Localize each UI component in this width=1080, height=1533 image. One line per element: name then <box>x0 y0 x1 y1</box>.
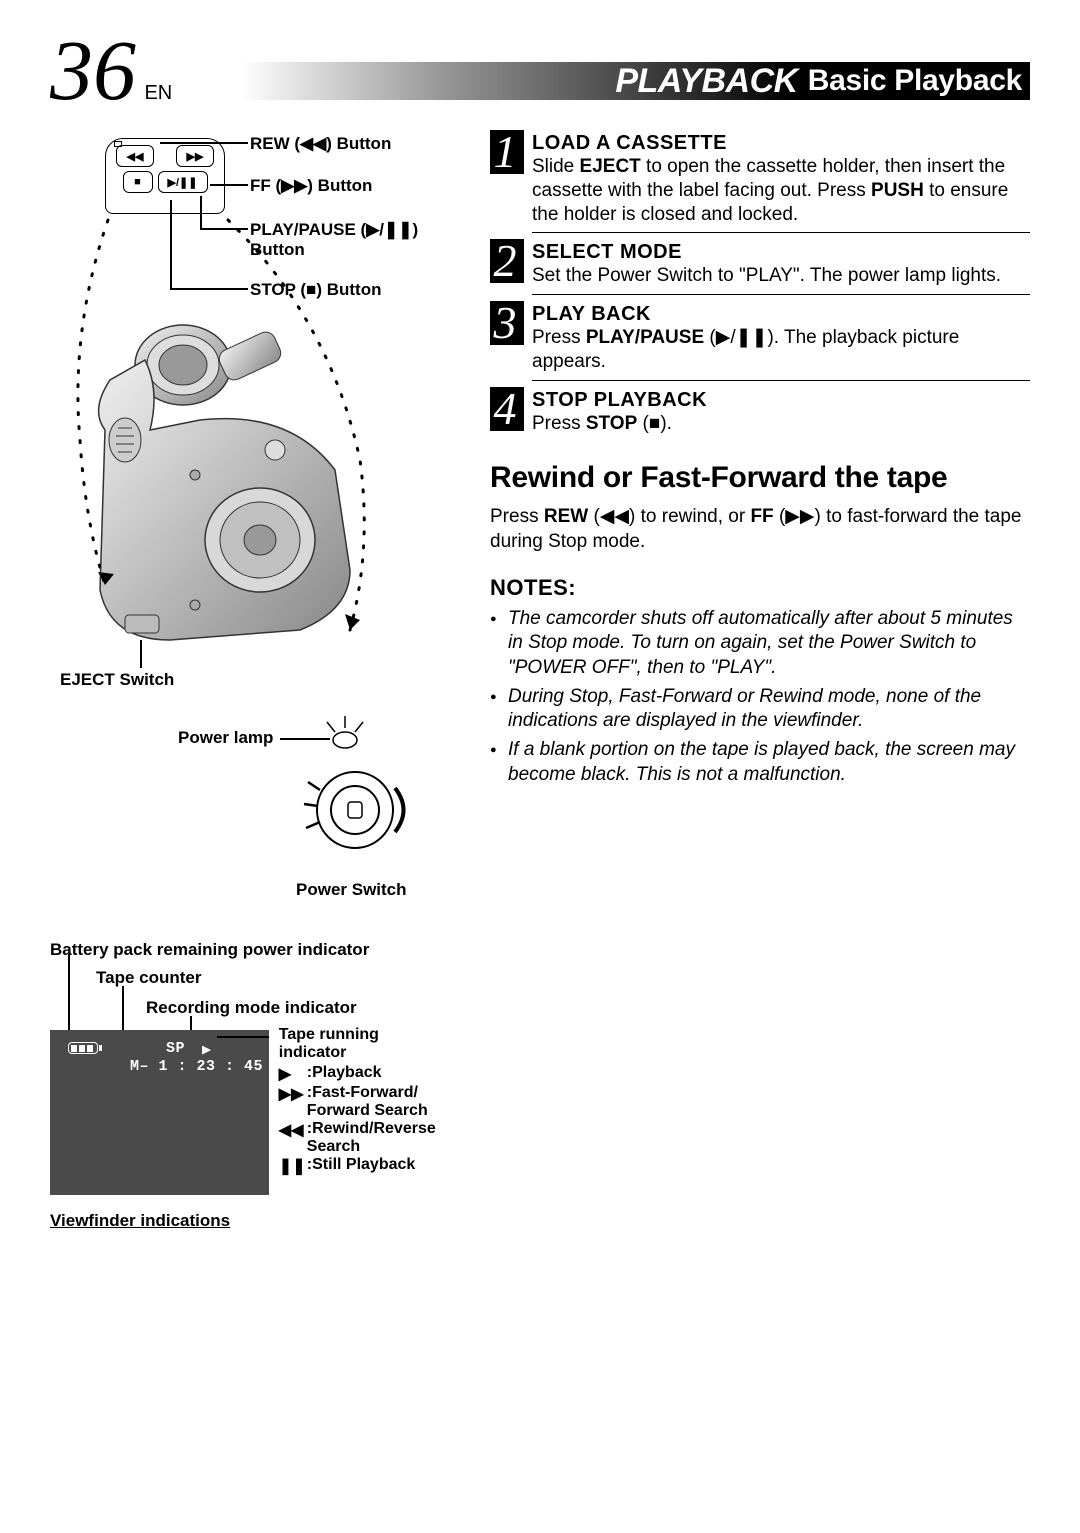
step-num-1: 1 <box>490 130 524 174</box>
vf-play-sym: ▶ <box>202 1040 212 1059</box>
step-3-title: PLAY BACK <box>532 303 1030 326</box>
step-4: 4 STOP PLAYBACK Press STOP (■). <box>490 387 1030 436</box>
header-section: PLAYBACK <box>615 62 797 101</box>
step-2-text: Set the Power Switch to "PLAY". The powe… <box>532 264 1030 288</box>
left-column: ◀◀ ▶▶ ■ ▶/❚❚ REW (◀◀) Button FF (▶▶) But… <box>50 130 450 1231</box>
vf-sp: SP <box>166 1040 185 1057</box>
note-item: During Stop, Fast-Forward or Rewind mode… <box>490 685 1030 734</box>
vf-counter: M– 1 : 23 : 45 <box>130 1058 263 1075</box>
note-item: The camcorder shuts off automatically af… <box>490 607 1030 681</box>
powerswitch-label: Power Switch <box>296 880 407 900</box>
step-2: 2 SELECT MODE Set the Power Switch to "P… <box>490 239 1030 288</box>
step-4-text: Press STOP (■). <box>532 412 1030 436</box>
divider <box>532 294 1030 295</box>
viewfinder-caption: Viewfinder indications <box>50 1211 450 1231</box>
powerlamp-label: Power lamp <box>178 728 273 748</box>
notes-list: The camcorder shuts off automatically af… <box>490 607 1030 788</box>
step-3-text: Press PLAY/PAUSE (▶/❚❚). The playback pi… <box>532 326 1030 374</box>
step-1: 1 LOAD A CASSETTE Slide EJECT to open th… <box>490 130 1030 226</box>
tape-counter-label: Tape counter <box>96 968 201 988</box>
header-bar: PLAYBACK Basic Playback <box>240 62 1030 100</box>
step-1-title: LOAD A CASSETTE <box>532 132 1030 155</box>
notes-title: NOTES: <box>490 575 1030 601</box>
rewind-text: Press REW (◀◀) to rewind, or FF (▶▶) to … <box>490 505 1030 554</box>
battery-icon <box>68 1042 98 1054</box>
step-num-2: 2 <box>490 239 524 283</box>
running-title: Tape running indicator <box>279 1026 450 1062</box>
right-column: 1 LOAD A CASSETTE Slide EJECT to open th… <box>490 130 1030 1231</box>
header-title: Basic Playback <box>808 64 1022 98</box>
page-lang: EN <box>144 82 172 104</box>
step-3: 3 PLAY BACK Press PLAY/PAUSE (▶/❚❚). The… <box>490 301 1030 374</box>
step-num-3: 3 <box>490 301 524 345</box>
step-4-title: STOP PLAYBACK <box>532 389 1030 412</box>
step-num-4: 4 <box>490 387 524 431</box>
rewind-title: Rewind or Fast-Forward the tape <box>490 461 1030 495</box>
power-switch-illustration <box>300 710 430 860</box>
divider <box>532 380 1030 381</box>
note-item: If a blank portion on the tape is played… <box>490 738 1030 787</box>
page-number: 36 <box>50 40 136 100</box>
viewfinder-section: Battery pack remaining power indicator T… <box>50 940 450 1231</box>
eject-label: EJECT Switch <box>60 670 174 690</box>
dotted-arc-left <box>50 130 410 690</box>
page-header: 36 EN PLAYBACK Basic Playback <box>50 40 1030 100</box>
rec-mode-label: Recording mode indicator <box>146 998 357 1018</box>
viewfinder-screen: SP ▶ M– 1 : 23 : 45 <box>50 1030 269 1195</box>
divider <box>532 232 1030 233</box>
battery-indicator-label: Battery pack remaining power indicator <box>50 940 450 960</box>
camcorder-diagram: ◀◀ ▶▶ ■ ▶/❚❚ REW (◀◀) Button FF (▶▶) But… <box>50 130 450 910</box>
step-2-title: SELECT MODE <box>532 241 1030 264</box>
tape-running-legend: Tape running indicator ▶:Playback ▶▶:Fas… <box>279 1026 450 1176</box>
step-1-text: Slide EJECT to open the cassette holder,… <box>532 155 1030 226</box>
